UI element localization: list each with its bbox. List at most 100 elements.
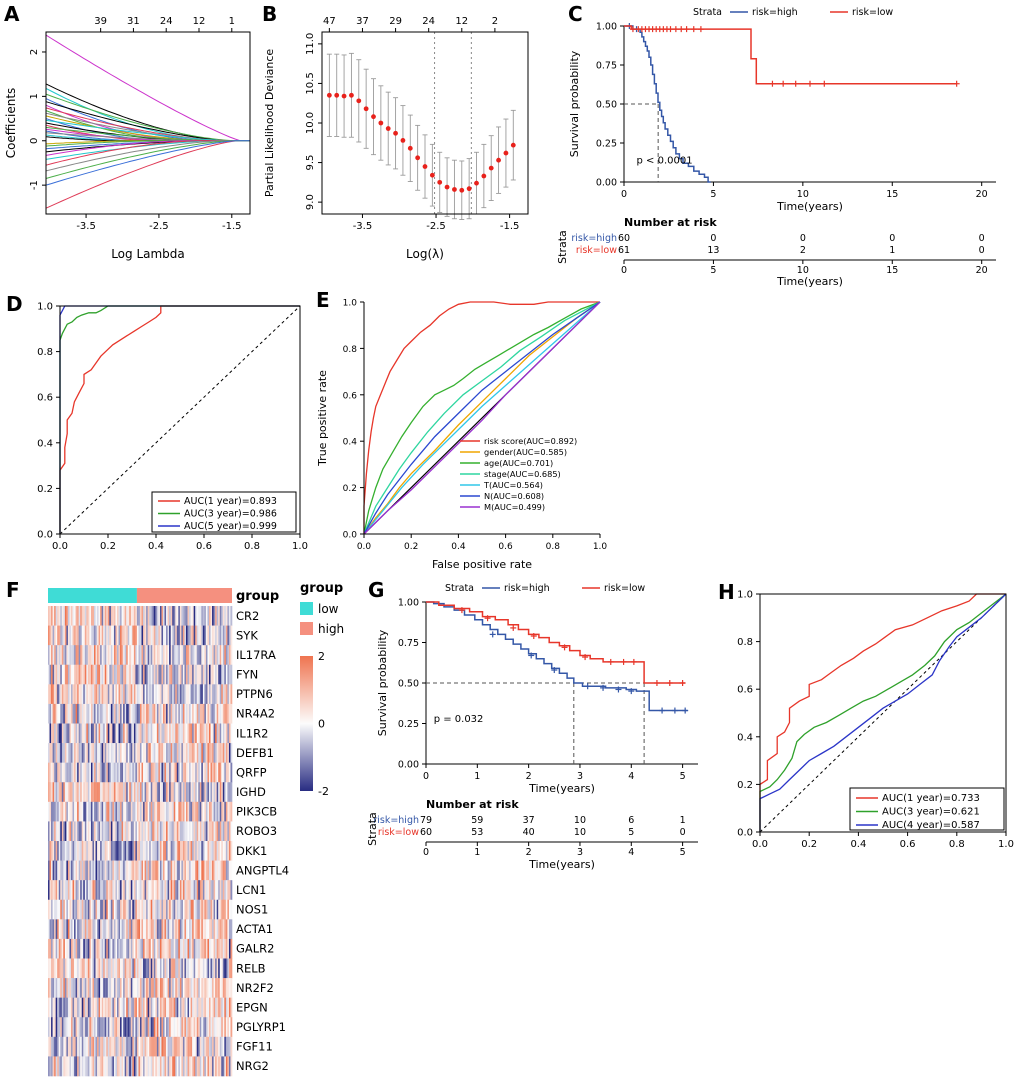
svg-text:risk=low: risk=low: [604, 583, 645, 594]
svg-text:True positive rate: True positive rate: [316, 370, 329, 467]
svg-text:3: 3: [577, 847, 583, 858]
svg-text:Survival probability: Survival probability: [568, 50, 581, 157]
svg-text:risk score(AUC=0.892): risk score(AUC=0.892): [484, 436, 577, 446]
svg-text:-2.5: -2.5: [426, 221, 446, 232]
svg-text:Strata: Strata: [556, 230, 569, 264]
svg-text:59: 59: [471, 815, 483, 826]
svg-text:risk=high: risk=high: [571, 233, 617, 244]
roc-plot-validation: 0.0 0.2 0.4 0.6 0.8 1.0 0.0 0.2 0.4 0.6 0.8 1.0 AUC(…: [737, 590, 1014, 851]
svg-text:CR2: CR2: [236, 609, 259, 623]
panel-label-h: H: [718, 580, 735, 604]
svg-text:0.2: 0.2: [737, 780, 753, 791]
svg-text:0: 0: [889, 233, 895, 244]
svg-text:1: 1: [680, 815, 686, 826]
svg-text:0: 0: [29, 138, 40, 144]
svg-text:FGF11: FGF11: [236, 1040, 273, 1054]
svg-text:29: 29: [389, 16, 402, 27]
svg-text:0.0: 0.0: [752, 839, 768, 850]
svg-text:0: 0: [423, 771, 429, 782]
svg-text:0.8: 0.8: [949, 839, 965, 850]
svg-text:Time(years): Time(years): [776, 200, 843, 213]
svg-text:AUC(4 year)=0.587: AUC(4 year)=0.587: [882, 820, 980, 831]
svg-text:0.2: 0.2: [100, 541, 116, 552]
svg-text:-3.5: -3.5: [76, 221, 96, 232]
panel-label-g: G: [368, 578, 385, 602]
svg-text:10: 10: [574, 827, 586, 838]
svg-text:ANGPTL4: ANGPTL4: [236, 863, 289, 877]
svg-text:0.8: 0.8: [546, 542, 561, 552]
svg-text:group: group: [300, 581, 343, 596]
svg-text:3: 3: [577, 771, 583, 782]
svg-text:2: 2: [800, 245, 806, 256]
svg-text:LCN1: LCN1: [236, 883, 266, 897]
svg-text:0.75: 0.75: [596, 61, 617, 72]
svg-text:Number at risk: Number at risk: [624, 216, 717, 229]
svg-text:QRFP: QRFP: [236, 765, 267, 779]
svg-text:N(AUC=0.608): N(AUC=0.608): [484, 491, 544, 501]
svg-text:1.00: 1.00: [596, 22, 617, 33]
svg-text:24: 24: [422, 16, 435, 27]
svg-text:0.0: 0.0: [37, 530, 53, 541]
svg-text:0.2: 0.2: [37, 484, 53, 495]
svg-text:60: 60: [420, 827, 432, 838]
svg-text:24: 24: [160, 16, 173, 27]
svg-text:age(AUC=0.701): age(AUC=0.701): [484, 458, 553, 468]
svg-text:0: 0: [800, 233, 806, 244]
svg-text:12: 12: [455, 16, 468, 27]
svg-text:37: 37: [356, 16, 369, 27]
svg-text:risk=high: risk=high: [752, 7, 798, 18]
svg-text:15: 15: [886, 189, 898, 200]
svg-text:risk=low: risk=low: [852, 7, 893, 18]
svg-text:PIK3CB: PIK3CB: [236, 805, 277, 819]
panel-label-b: B: [262, 2, 278, 26]
svg-text:0.4: 0.4: [37, 438, 53, 449]
svg-text:0.75: 0.75: [398, 638, 419, 649]
svg-text:-3.5: -3.5: [353, 221, 373, 232]
svg-text:-2: -2: [318, 785, 329, 798]
panel-cv-deviance: B -3.5 -2.5 -1.5 9.0 9.5 10.0 10.5 11.0 47 37 29 24…: [260, 2, 546, 276]
svg-text:0.6: 0.6: [737, 685, 753, 696]
svg-text:0.2: 0.2: [801, 839, 817, 850]
svg-text:Log(λ): Log(λ): [406, 247, 444, 261]
svg-text:40: 40: [523, 827, 535, 838]
svg-text:61: 61: [618, 245, 630, 256]
svg-text:PGLYRP1: PGLYRP1: [236, 1020, 286, 1034]
svg-text:IL1R2: IL1R2: [236, 726, 268, 740]
svg-text:10.0: 10.0: [305, 112, 316, 134]
svg-text:NOS1: NOS1: [236, 903, 268, 917]
svg-text:53: 53: [471, 827, 483, 838]
svg-text:79: 79: [420, 815, 432, 826]
svg-text:12: 12: [193, 16, 206, 27]
svg-text:Time(years): Time(years): [528, 858, 595, 871]
panel-roc-validation: H 0.0 0.2 0.4 0.6 0.8 1.0 0.0 0.2 0.4 0.6 0.8 1.0 AU…: [706, 580, 1018, 880]
panel-label-f: F: [6, 578, 20, 602]
svg-text:stage(AUC=0.685): stage(AUC=0.685): [484, 469, 561, 479]
svg-text:0.6: 0.6: [37, 393, 53, 404]
svg-text:15: 15: [886, 265, 898, 276]
svg-text:2: 2: [492, 16, 498, 27]
panel-label-c: C: [568, 2, 583, 26]
svg-text:PTPN6: PTPN6: [236, 687, 273, 701]
svg-text:0.4: 0.4: [148, 541, 164, 552]
cv-deviance-plot: -3.5 -2.5 -1.5 9.0 9.5 10.0 10.5 11.0 47 37 29 24 12…: [263, 16, 529, 261]
svg-text:1.0: 1.0: [37, 302, 53, 313]
svg-text:0.8: 0.8: [343, 345, 358, 355]
svg-text:9.5: 9.5: [305, 155, 316, 171]
svg-text:0.25: 0.25: [596, 139, 617, 150]
svg-text:0.25: 0.25: [398, 719, 419, 730]
svg-text:31: 31: [127, 16, 140, 27]
svg-text:T(AUC=0.564): T(AUC=0.564): [483, 480, 543, 490]
svg-text:20: 20: [976, 265, 988, 276]
svg-text:high: high: [318, 622, 344, 636]
roc-plot-training: 0.0 0.2 0.4 0.6 0.8 1.0 0.0 0.2 0.4 0.6 0.8 1.0 AUC(…: [37, 302, 308, 553]
svg-text:0: 0: [710, 233, 716, 244]
svg-text:0: 0: [621, 189, 627, 200]
panel-roc-training: D 0.0 0.2 0.4 0.6 0.8 1.0 0.0 0.2 0.4 0.6 0.8 1.0 AU…: [4, 288, 312, 574]
svg-text:Strata: Strata: [693, 7, 722, 18]
svg-text:0.4: 0.4: [850, 839, 866, 850]
svg-text:1: 1: [474, 771, 480, 782]
svg-text:5: 5: [710, 265, 716, 276]
svg-text:0.6: 0.6: [498, 542, 513, 552]
